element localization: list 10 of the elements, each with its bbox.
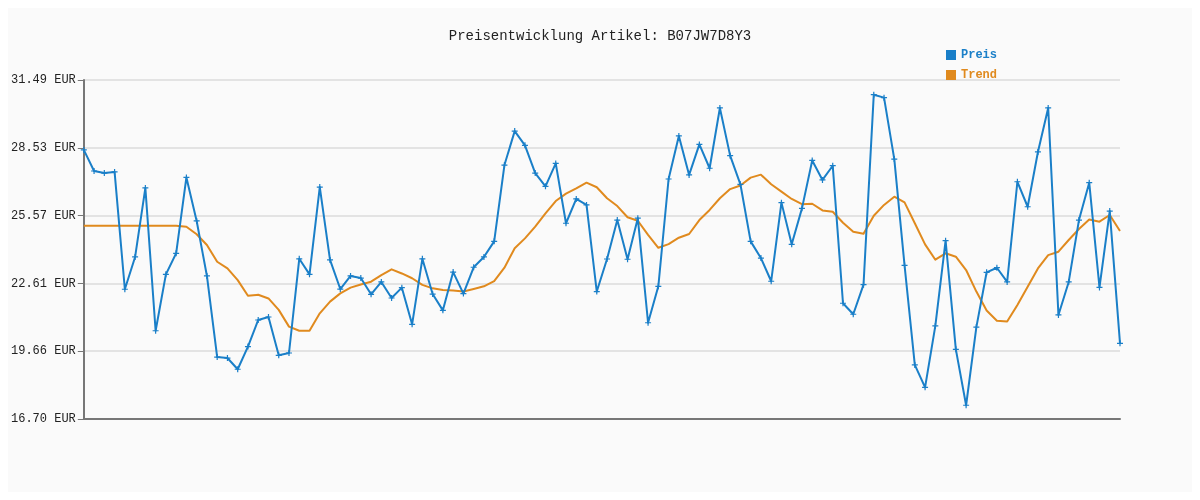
- chart-title: Preisentwicklung Artikel: B07JW7D8Y3: [448, 28, 752, 44]
- y-tick-label: 28.53 EUR: [11, 140, 76, 155]
- y-tick-label: 22.61 EUR: [11, 276, 76, 291]
- y-tick-label: 25.57 EUR: [11, 208, 76, 223]
- y-tick-label: 19.66 EUR: [11, 344, 76, 359]
- y-tick-label: 16.70 EUR: [11, 412, 76, 426]
- legend-label: Trend: [960, 68, 998, 82]
- legend-label: Preis: [960, 48, 998, 62]
- y-tick-label: 31.49 EUR: [11, 73, 76, 87]
- line-series: [82, 173, 1121, 332]
